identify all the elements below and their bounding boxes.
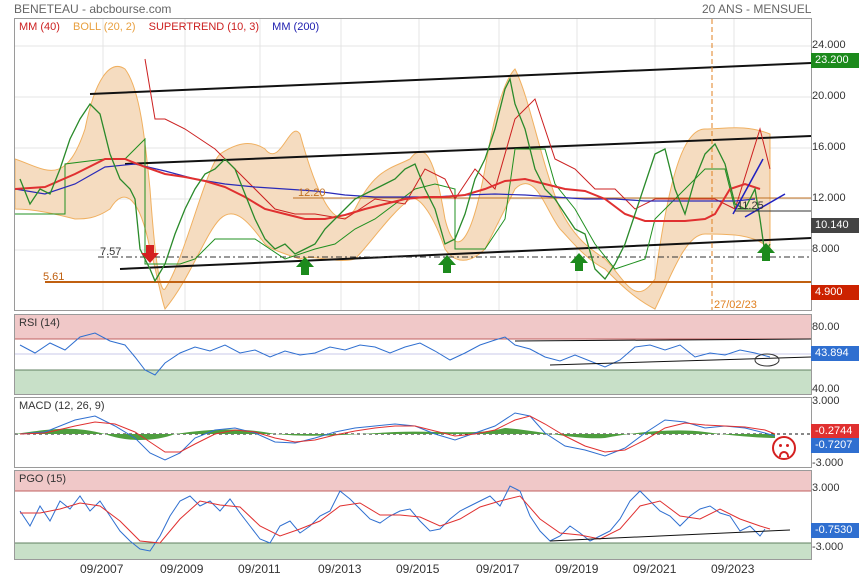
price-y-tick: 12.000 [812, 192, 846, 204]
wedge-line-1 [732, 158, 764, 215]
rsi-chart [15, 315, 811, 394]
price-line [19, 77, 771, 283]
lower-trendline [119, 237, 811, 270]
pgo-legend: PGO (15) [19, 473, 67, 485]
macd-chart [15, 412, 811, 461]
macd-y-tick: -3.000 [812, 457, 844, 469]
legend-boll: BOLL (20, 2) [73, 21, 136, 33]
macd-histogram [15, 428, 775, 440]
price-y-tick: 20.000 [812, 90, 846, 102]
x-axis-label: 09/2019 [555, 562, 599, 576]
buy-arrow-icon [570, 253, 588, 271]
wedge-line-2 [744, 193, 786, 218]
upper-trendline [89, 62, 811, 95]
date-marker-label: 27/02/23 [714, 299, 757, 310]
pgo-value-tag: -0.7530 [811, 523, 859, 538]
price-y-tick: 8.000 [812, 243, 840, 255]
rsi-support-line [549, 356, 811, 366]
price-low-tag: 4.900 [811, 285, 859, 300]
level-7-57-label: 7.57 [100, 246, 121, 258]
pgo-y-tick: 3.000 [812, 482, 840, 494]
supertrend-line [15, 137, 760, 270]
rsi-oversold-zone [15, 370, 811, 394]
sad-face-icon [772, 436, 796, 460]
x-axis-label: 09/2021 [633, 562, 677, 576]
pgo-panel[interactable]: PGO (15) [14, 470, 812, 560]
x-axis-label: 09/2015 [396, 562, 440, 576]
rsi-y-tick: 80.00 [812, 321, 840, 333]
rsi-resistance-line [514, 338, 811, 342]
pgo-overbought-zone [15, 471, 811, 491]
macd-y-tick: 3.000 [812, 395, 840, 407]
x-axis-label: 09/2017 [476, 562, 520, 576]
price-high-tag: 23.200 [811, 53, 859, 68]
pgo-y-tick: -3.000 [812, 541, 844, 553]
level-11-25-label: 11.25 [737, 200, 764, 212]
last-price-tag: 10.140 [811, 218, 859, 233]
pgo-chart [15, 471, 811, 559]
macd-signal-line [19, 415, 776, 453]
macd-value-tag: -0.2744 [811, 424, 859, 439]
x-axis-label: 09/2013 [318, 562, 362, 576]
macd-legend: MACD (12, 26, 9) [19, 400, 105, 412]
period-label: 20 ANS - MENSUEL [702, 2, 812, 16]
price-panel[interactable]: 12.20 7.57 5.61 11.25 27/02/23 MM (40) B… [14, 18, 812, 311]
pgo-signal-line [20, 495, 771, 544]
level-5-61-label: 5.61 [43, 271, 64, 283]
buy-arrow-icon [296, 257, 314, 275]
pgo-oversold-zone [15, 543, 811, 559]
buy-arrow-icon [757, 243, 775, 261]
chart-title: BENETEAU - abcbourse.com [14, 2, 172, 16]
rsi-overbought-zone [15, 315, 811, 339]
x-axis-label: 09/2023 [711, 562, 755, 576]
pgo-support-line [549, 529, 791, 542]
price-y-tick: 24.000 [812, 39, 846, 51]
legend-ma40: MM (40) [19, 21, 60, 33]
rsi-highlight-circle [754, 353, 780, 367]
price-chart: 12.20 7.57 5.61 11.25 27/02/23 [15, 19, 811, 310]
price-legend: MM (40) BOLL (20, 2) SUPERTREND (10, 3) … [19, 21, 329, 33]
ma40-line [15, 158, 761, 222]
rsi-legend: RSI (14) [19, 317, 60, 329]
x-axis-label: 09/2009 [160, 562, 204, 576]
legend-ma200: MM (200) [272, 21, 320, 33]
x-axis-label: 09/2011 [238, 562, 281, 576]
buy-arrow-icon [438, 255, 456, 273]
rsi-line [19, 332, 771, 376]
pgo-line [19, 485, 766, 552]
rsi-y-tick: 40.00 [812, 383, 840, 395]
macd-signal-tag: -0.7207 [811, 438, 859, 453]
legend-supertrend: SUPERTREND (10, 3) [148, 21, 260, 33]
macd-panel[interactable]: MACD (12, 26, 9) [14, 397, 812, 468]
rsi-panel[interactable]: RSI (14) [14, 314, 812, 395]
level-12-20-label: 12.20 [298, 187, 326, 199]
rsi-value-tag: 43.894 [811, 346, 859, 361]
macd-line [19, 412, 776, 461]
sell-arrow-icon [141, 245, 159, 263]
middle-trendline [124, 135, 811, 165]
supertrend-upper-line [144, 58, 771, 220]
x-axis-label: 09/2007 [80, 562, 124, 576]
price-y-tick: 16.000 [812, 141, 846, 153]
